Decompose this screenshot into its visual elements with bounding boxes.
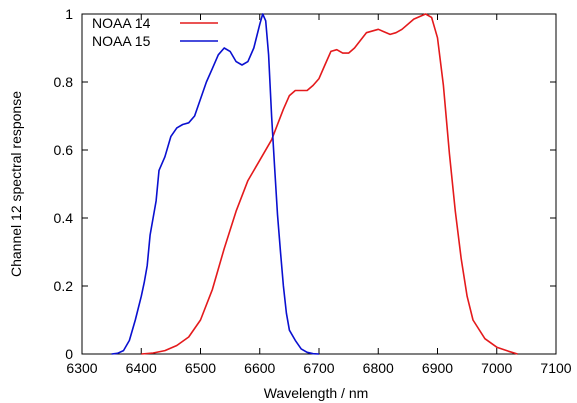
legend-label-2: NOAA 15 (92, 33, 151, 49)
x-tick-label: 7100 (540, 360, 571, 376)
series-line-1 (141, 13, 518, 355)
x-tick-label: 6600 (244, 360, 275, 376)
series-layer (111, 13, 518, 355)
y-tick-label: 0.8 (54, 74, 74, 90)
x-tick-label: 6700 (303, 360, 334, 376)
legend-label-1: NOAA 14 (92, 15, 151, 31)
x-tick-label: 6800 (363, 360, 394, 376)
plot-frame (81, 13, 557, 355)
y-tick-label: 0.4 (54, 210, 74, 226)
x-tick-label: 6400 (126, 360, 157, 376)
y-tick-label: 0 (65, 346, 73, 362)
x-tick-label: 6300 (66, 360, 97, 376)
y-tick-label: 0.2 (54, 278, 74, 294)
series-line-2 (111, 13, 320, 355)
y-tick-label: 1 (65, 6, 73, 22)
legend: NOAA 14 NOAA 15 (92, 15, 218, 49)
x-axis-title: Wavelength / nm (264, 385, 369, 401)
x-tick-label: 6500 (185, 360, 216, 376)
y-tick-label: 0.6 (54, 142, 74, 158)
x-tick-label: 6900 (422, 360, 453, 376)
axes-layer: 6300 6400 6500 6600 6700 6800 6900 7000 7100 0 0.2… (54, 6, 572, 376)
y-axis-title: Channel 12 spectral response (8, 91, 24, 277)
x-tick-label: 7000 (481, 360, 512, 376)
